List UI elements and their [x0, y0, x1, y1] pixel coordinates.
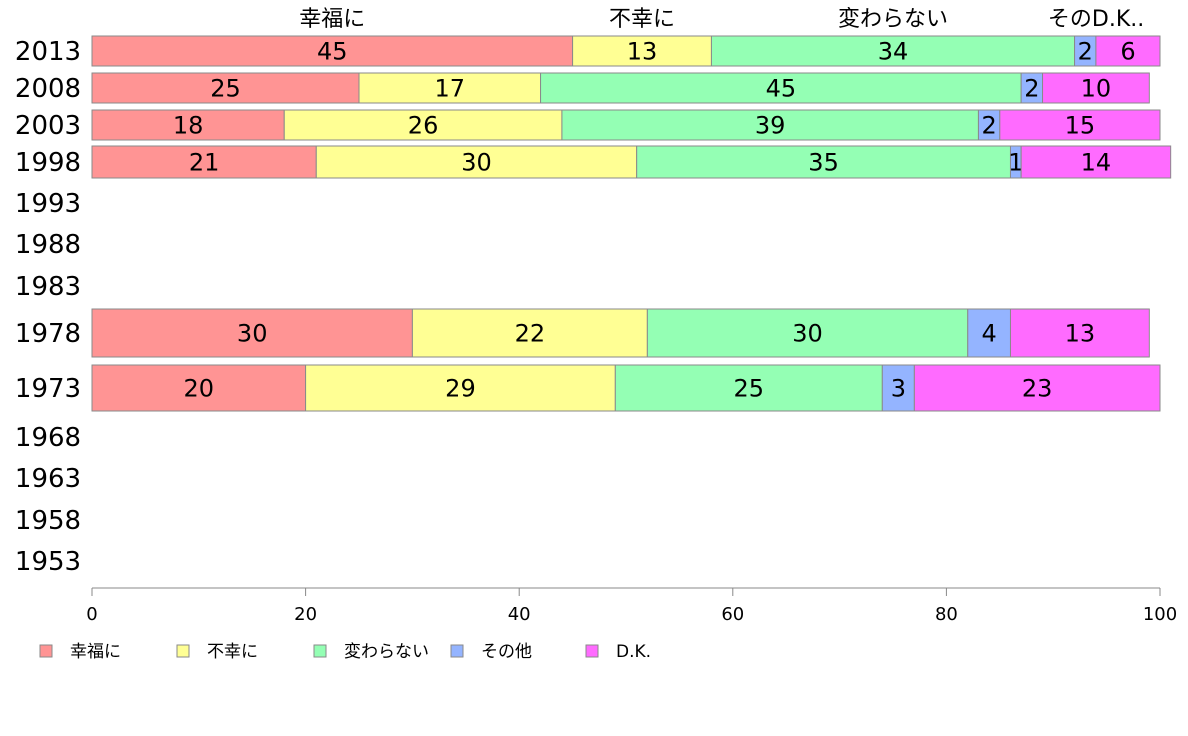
bar-value-label-2008-1: 17 [435, 75, 466, 103]
year-label-1988: 1988 [15, 230, 81, 260]
year-label-2013: 2013 [15, 37, 81, 67]
bar-value-label-2008-2: 45 [766, 75, 797, 103]
legend-label-3: その他 [481, 642, 532, 662]
x-tick-label-60: 60 [721, 604, 744, 625]
bar-segment-2013-2 [710, 35, 1076, 67]
bar-value-label-2013-1: 13 [627, 38, 658, 66]
bar-value-label-2008-4: 10 [1081, 75, 1112, 103]
series-headers: 幸福に 不幸に 変わらない その D.K.. [299, 7, 1144, 32]
bar-segment-1978-1 [411, 308, 648, 358]
year-label-1968: 1968 [15, 423, 81, 453]
bar-segment-2003-0 [91, 109, 285, 141]
year-label-1998: 1998 [15, 148, 81, 178]
bar-segment-1978-0 [91, 308, 413, 358]
legend-swatch-0 [39, 644, 53, 658]
x-axis: 0 20 40 60 80 100 [86, 587, 1177, 625]
bar-value-label-1973-3: 3 [891, 375, 906, 403]
legend-swatch-2 [313, 644, 327, 658]
year-label-1978: 1978 [15, 319, 81, 349]
year-label-2003: 2003 [15, 111, 81, 141]
year-labels: 2013 2008 2003 1998 1993 1988 1983 1978 1973 1968… [15, 37, 81, 577]
legend-label-4: D.K. [616, 642, 651, 662]
bar-segment-2008-4 [1042, 72, 1150, 104]
series-header-3: その [1048, 7, 1092, 32]
year-label-1963: 1963 [15, 464, 81, 494]
bar-segment-1998-2 [636, 145, 1011, 179]
legend: 幸福に 不幸に 変わらない その他 D.K. [39, 642, 651, 662]
bar-value-label-1998-1: 30 [461, 149, 492, 177]
year-label-2008: 2008 [15, 74, 81, 104]
bar-segment-2003-2 [561, 109, 979, 141]
bar-value-label-2013-4: 6 [1120, 38, 1135, 66]
bar-segment-1973-0 [91, 364, 307, 412]
bar-value-label-2003-1: 26 [408, 112, 439, 140]
year-label-1973: 1973 [15, 374, 81, 404]
bar-value-label-2003-2: 39 [755, 112, 786, 140]
bar-value-label-2013-2: 34 [878, 38, 909, 66]
bar-value-label-1978-2: 30 [792, 320, 823, 348]
bar-segment-2013-1 [572, 35, 712, 67]
series-header-2: 変わらない [838, 7, 948, 32]
x-tick-label-0: 0 [86, 604, 97, 625]
year-label-1953: 1953 [15, 547, 81, 577]
year-label-1958: 1958 [15, 506, 81, 536]
bar-segment-1973-2 [614, 364, 883, 412]
bar-value-label-1978-1: 22 [515, 320, 546, 348]
bar-value-label-2008-3: 2 [1024, 75, 1039, 103]
x-tick-label-80: 80 [935, 604, 958, 625]
bar-value-label-1973-0: 20 [184, 375, 215, 403]
bar-segment-1998-1 [315, 145, 638, 179]
series-header-0: 幸福に [299, 7, 365, 32]
bar-segment-2013-4 [1095, 35, 1161, 67]
bar-value-label-1998-2: 35 [808, 149, 839, 177]
x-tick-label-20: 20 [294, 604, 317, 625]
bar-segment-1973-4 [913, 364, 1161, 412]
legend-label-1: 不幸に [207, 642, 258, 662]
legend-swatch-3 [450, 644, 464, 658]
bar-value-label-1998-4: 14 [1081, 149, 1112, 177]
bar-segment-1978-2 [646, 308, 969, 358]
bar-segment-2008-0 [91, 72, 360, 104]
bar-segment-1973-1 [305, 364, 616, 412]
bar-segment-1998-4 [1020, 145, 1172, 179]
bar-value-label-2003-0: 18 [173, 112, 204, 140]
legend-swatch-4 [585, 644, 599, 658]
bar-value-label-2013-3: 2 [1078, 38, 1093, 66]
legend-label-2: 変わらない [344, 642, 429, 662]
bar-value-label-1978-3: 4 [981, 320, 996, 348]
legend-label-0: 幸福に [70, 642, 121, 662]
bar-value-label-2008-0: 25 [210, 75, 241, 103]
legend-swatch-1 [176, 644, 190, 658]
bar-segment-2013-0 [91, 35, 574, 67]
bar-value-label-1973-2: 25 [734, 375, 765, 403]
bar-segment-2008-1 [358, 72, 542, 104]
year-label-1983: 1983 [15, 272, 81, 302]
bar-segment-1978-4 [1009, 308, 1150, 358]
bar-value-label-1973-1: 29 [445, 375, 476, 403]
bar-value-label-2003-3: 2 [981, 112, 996, 140]
x-tick-label-100: 100 [1143, 604, 1177, 625]
x-tick-label-40: 40 [508, 604, 531, 625]
series-header-1: 不幸に [609, 7, 675, 32]
bar-segment-1973-3 [881, 364, 915, 412]
bar-value-label-1978-4: 13 [1065, 320, 1096, 348]
bar-value-label-2003-4: 15 [1065, 112, 1096, 140]
bar-value-label-1998-0: 21 [189, 149, 220, 177]
bar-segment-2003-1 [283, 109, 563, 141]
bar-value-label-1978-0: 30 [237, 320, 268, 348]
bar-value-label-1998-3: 1 [1008, 149, 1023, 177]
bar-value-label-2013-0: 45 [317, 38, 348, 66]
bar-value-label-1973-4: 23 [1022, 375, 1053, 403]
bar-segment-1998-0 [91, 145, 317, 179]
year-label-1993: 1993 [15, 189, 81, 219]
bar-segment-2003-4 [999, 109, 1161, 141]
series-header-4: D.K.. [1092, 7, 1144, 32]
